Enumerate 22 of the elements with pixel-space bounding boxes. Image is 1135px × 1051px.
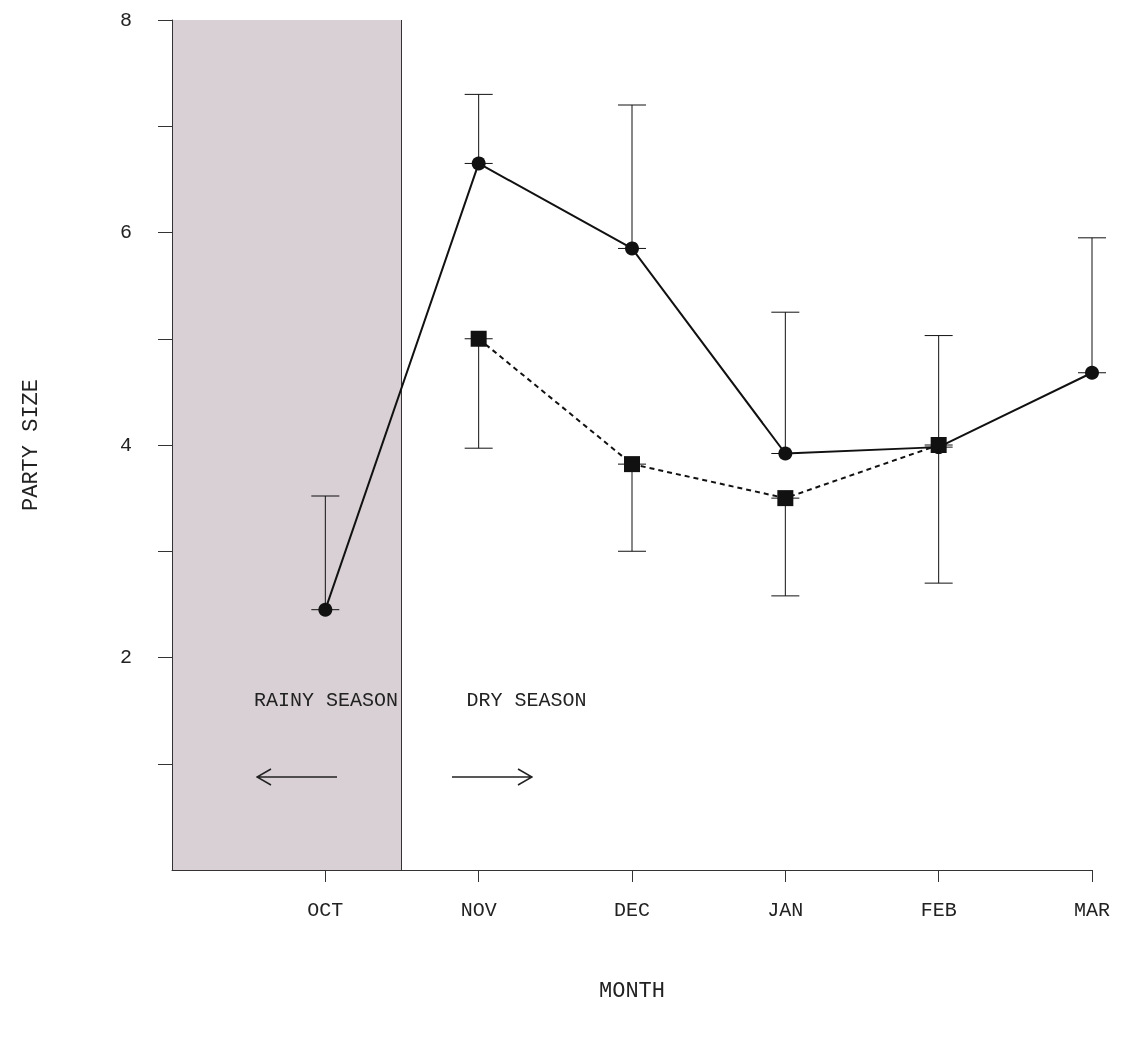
x-tick-label: DEC	[613, 898, 651, 922]
x-axis-title: MONTH	[598, 978, 666, 1004]
y-axis-title: PARTY SIZE	[18, 378, 44, 512]
point	[1085, 365, 1099, 380]
point	[625, 241, 639, 256]
point	[318, 602, 333, 617]
point	[777, 490, 794, 507]
x-tick-label: JAN	[767, 898, 804, 922]
point	[624, 456, 640, 473]
y-tick-label: 8	[119, 8, 132, 32]
point	[470, 330, 487, 347]
y-tick-label: 4	[119, 433, 132, 457]
x-tick-label: MAR	[1073, 898, 1111, 922]
point	[471, 156, 486, 171]
y-tick-label: 6	[119, 221, 132, 244]
x-tick-label: FEB	[920, 898, 957, 922]
point	[778, 446, 793, 461]
x-tick-label: OCT	[307, 898, 344, 922]
annotation: DRY SEASON	[466, 688, 587, 712]
annotation: RAINY SEASON	[253, 688, 398, 712]
y-tick-label: 2	[119, 646, 132, 669]
x-tick-label: NOV	[460, 898, 497, 922]
